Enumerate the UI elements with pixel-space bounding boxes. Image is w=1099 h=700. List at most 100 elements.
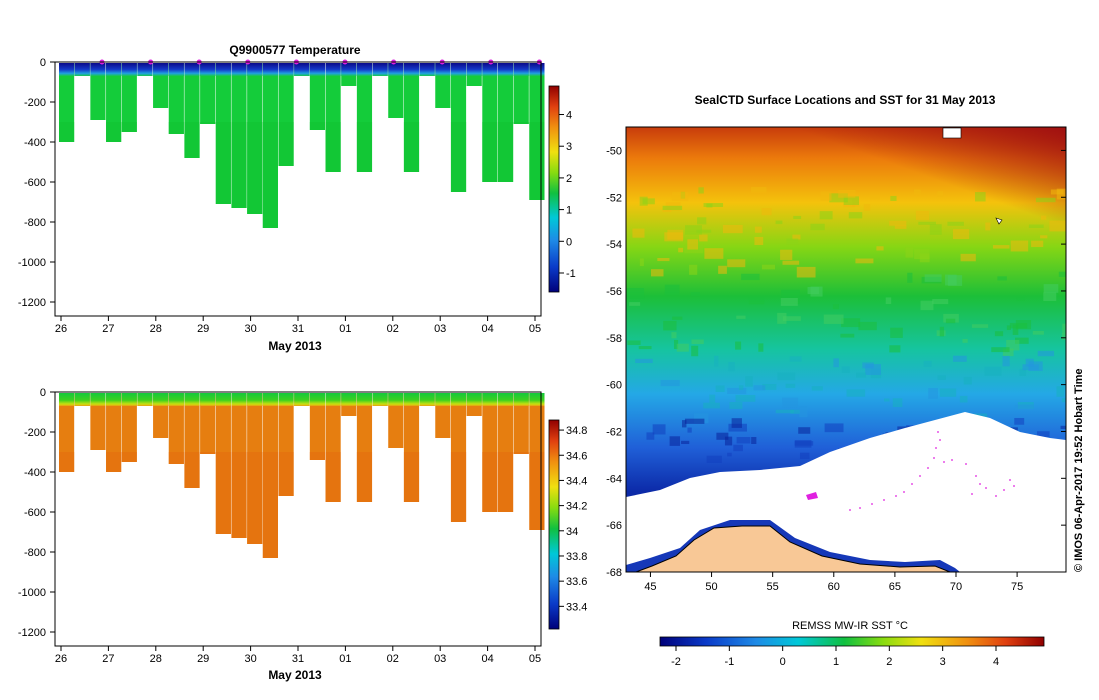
- sst-texture-cell: [1002, 355, 1010, 367]
- sst-texture-cell: [650, 269, 664, 277]
- sst-texture-cell: [907, 272, 913, 283]
- lon-tick-label: 60: [828, 581, 840, 593]
- salt-x-tick-label: 28: [150, 653, 162, 665]
- temp-deep-layer-9: [200, 122, 216, 124]
- track-dot: [971, 493, 973, 495]
- track-dot: [951, 459, 953, 461]
- sst-texture-cell: [794, 441, 814, 446]
- sst-texture-cell: [638, 346, 652, 350]
- sst-texture-cell: [789, 356, 802, 362]
- sst-texture-cell: [799, 452, 810, 460]
- salt-x-tick-label: 05: [529, 653, 541, 665]
- salinity-section-plot: 26 27 28 29 30 31 01 02 03 04 05 0 -200 -400 -600 -800…: [18, 387, 588, 682]
- salt-x-tick-label: 01: [339, 653, 351, 665]
- sst-texture-cell: [639, 258, 644, 267]
- salt-deep-layer-27: [482, 452, 498, 512]
- sst-cb-tick-label: 2: [886, 656, 892, 668]
- sst-texture-cell: [693, 413, 709, 424]
- sst-texture-cell: [681, 440, 690, 445]
- sst-texture-cell: [782, 397, 799, 408]
- sst-texture-cell: [669, 436, 681, 446]
- track-dot: [985, 487, 987, 489]
- salt-surface-band-0: [59, 393, 75, 406]
- sst-texture-cell: [689, 264, 698, 275]
- sst-texture-cell: [932, 299, 949, 305]
- sst-texture-cell: [781, 289, 800, 298]
- sst-texture-cell: [1032, 330, 1044, 335]
- sst-texture-cell: [975, 192, 986, 202]
- sst-texture-cell: [782, 260, 800, 265]
- sst-colorbar-ticks: -2 -1 0 1 2 3 4: [671, 646, 999, 668]
- temp-surface-band-19: [356, 63, 373, 76]
- salt-surface-band-30: [529, 393, 545, 406]
- sst-texture-cell: [929, 224, 942, 235]
- temp-deep-layer-22: [403, 122, 420, 172]
- sst-texture-cell: [1043, 292, 1057, 302]
- salt-surface-band-21: [388, 393, 404, 406]
- salt-deep-layer-11: [231, 452, 247, 538]
- temp-cb-tick-label: 2: [566, 173, 572, 185]
- sst-cb-tick-label: -2: [671, 656, 681, 668]
- salt-surface-band-7: [168, 393, 184, 406]
- sst-texture-cell: [735, 341, 742, 350]
- sst-texture-cell: [733, 444, 743, 452]
- sst-texture-cell: [1016, 297, 1025, 301]
- salt-surface-band-23: [419, 393, 435, 406]
- temp-surface-band-15: [294, 63, 310, 76]
- temp-surface-band-27: [482, 63, 498, 76]
- sst-map: SealCTD Surface Locations and SST for 31…: [606, 93, 1085, 668]
- track-dot: [943, 461, 945, 463]
- lon-tick-label: 50: [705, 581, 717, 593]
- temp-surface-band-23: [419, 63, 435, 76]
- sst-texture-cell: [718, 265, 727, 274]
- temp-y-tick-label: -800: [24, 217, 46, 229]
- salt-deep-layer-28: [497, 452, 514, 512]
- sst-texture-cell: [635, 358, 653, 364]
- temp-surface-band-16: [309, 63, 326, 76]
- sst-colorbar-label: REMSS MW-IR SST °C: [792, 620, 908, 632]
- salt-surface-band-2: [90, 393, 106, 406]
- sst-texture-cell: [865, 364, 881, 375]
- sst-texture-cell: [716, 432, 729, 440]
- temp-surface-band-4: [121, 63, 137, 76]
- sst-texture-cell: [820, 191, 832, 201]
- sst-texture-cell: [843, 196, 859, 205]
- salt-deep-layer-8: [184, 452, 200, 488]
- sst-texture-cell: [727, 452, 732, 457]
- salt-x-tick-label: 31: [292, 653, 304, 665]
- sst-texture-cell: [715, 385, 725, 392]
- track-dot: [1003, 489, 1005, 491]
- temp-cb-tick-label: 0: [566, 236, 572, 248]
- track-dot: [935, 447, 937, 449]
- lat-tick-label: -64: [606, 473, 622, 485]
- salt-surface-band-22: [403, 393, 420, 406]
- sst-texture-cell: [1015, 337, 1029, 344]
- temp-surface-band-6: [153, 63, 169, 76]
- sst-texture-cell: [841, 366, 850, 373]
- lat-tick-label: -54: [606, 239, 622, 251]
- temp-deep-layer-28: [497, 122, 514, 182]
- temperature-profiles: [59, 63, 545, 228]
- salt-surface-band-12: [247, 393, 263, 406]
- temp-deep-layer-17: [325, 122, 341, 172]
- sst-texture-cell: [793, 215, 802, 219]
- temp-profile-7: [168, 63, 184, 134]
- salt-deep-layer-7: [168, 452, 184, 464]
- salt-profile-2: [90, 393, 106, 450]
- temp-deep-layer-11: [231, 122, 247, 208]
- map-frame: [625, 126, 1067, 573]
- temp-profile-2: [90, 63, 106, 120]
- sst-texture-cell: [754, 236, 764, 246]
- temp-profile-21: [388, 63, 404, 118]
- temp-deep-layer-19: [356, 122, 373, 172]
- sst-cb-tick-label: 3: [940, 656, 946, 668]
- sst-texture-cell: [1040, 215, 1047, 220]
- sst-texture-cell: [894, 225, 907, 229]
- sst-texture-cell: [662, 208, 672, 213]
- sst-texture-cell: [738, 385, 744, 390]
- temp-surface-band-7: [168, 63, 184, 76]
- sst-texture-cell: [889, 345, 901, 353]
- sst-texture-cell: [810, 286, 823, 297]
- track-dot: [927, 467, 929, 469]
